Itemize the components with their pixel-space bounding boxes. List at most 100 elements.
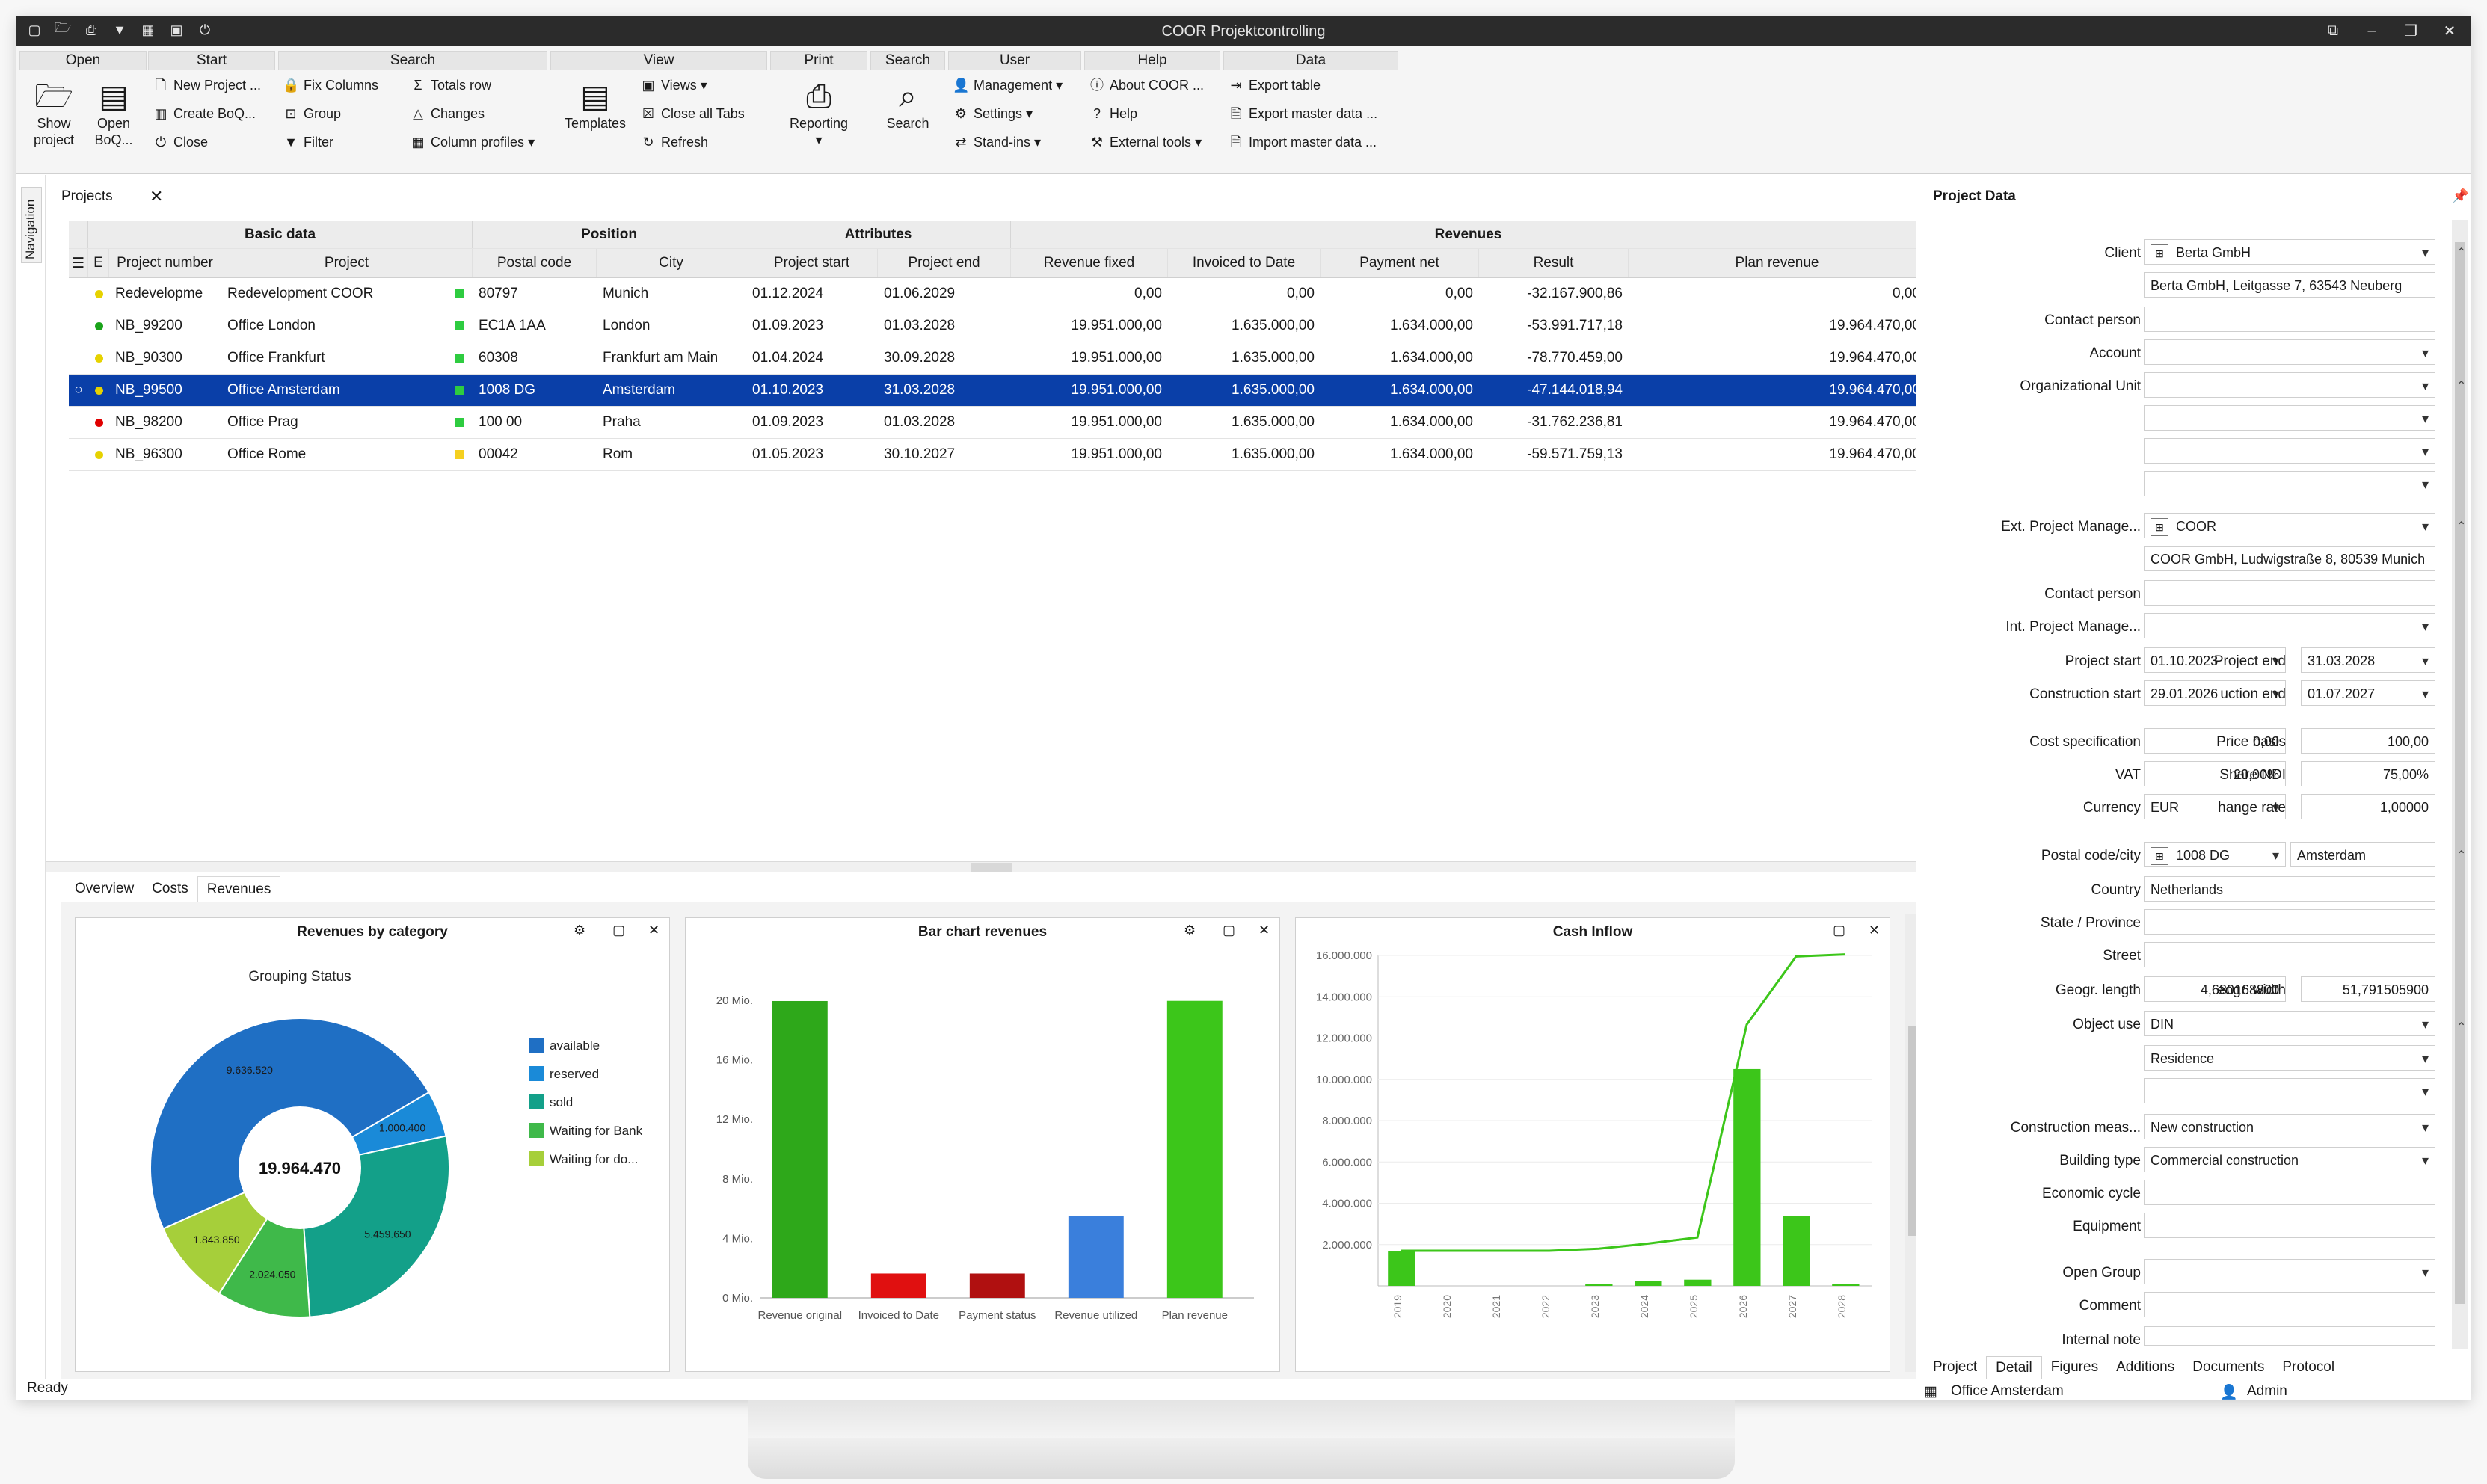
cost-specification-field[interactable]: 0,00 bbox=[2144, 728, 2286, 754]
tab-detail[interactable]: Detail bbox=[1986, 1356, 2042, 1379]
table-row[interactable]: NB_98200 Office Prag 100 00 Praha 01.09.2023… bbox=[69, 407, 1926, 439]
street-field[interactable] bbox=[2144, 942, 2435, 967]
views-button[interactable]: ▣ Views ▾ bbox=[640, 76, 707, 94]
col-header-city[interactable]: City bbox=[597, 249, 746, 277]
maximize-icon[interactable]: ❐ bbox=[2404, 22, 2417, 40]
gear-icon[interactable]: ⚙ bbox=[1184, 923, 1196, 937]
filter-icon[interactable]: ▼ bbox=[113, 22, 126, 37]
project-start-field[interactable]: 01.10.2023 bbox=[2144, 647, 2286, 673]
changes-button[interactable]: △ Changes bbox=[410, 105, 485, 123]
tab-additions[interactable]: Additions bbox=[2116, 1359, 2175, 1375]
table-row[interactable]: NB_90300 Office Frankfurt 60308 Frankfurt a… bbox=[69, 342, 1926, 375]
print-icon[interactable]: ⎙ bbox=[85, 22, 97, 37]
collapse-icon[interactable]: ⌃ bbox=[2456, 849, 2467, 862]
close-icon[interactable]: ✕ bbox=[1869, 923, 1881, 937]
organizational-unit-select-2[interactable] bbox=[2144, 405, 2435, 431]
collapse-icon[interactable]: ⌃ bbox=[2456, 380, 2467, 392]
state-province-field[interactable] bbox=[2144, 909, 2435, 935]
col-header-project-number[interactable]: Project number bbox=[109, 249, 221, 277]
collapse-icon[interactable]: ⌃ bbox=[2456, 1021, 2467, 1034]
col-header-project-start[interactable]: Project start bbox=[746, 249, 878, 277]
table-row[interactable]: NB_96300 Office Rome 00042 Rom 01.05.2023 30.… bbox=[69, 439, 1926, 471]
grid-icon[interactable]: ▦ bbox=[141, 22, 155, 37]
group-button[interactable]: ⊡ Group bbox=[283, 105, 341, 123]
help-button[interactable]: ? Help bbox=[1089, 105, 1137, 123]
tab-protocol[interactable]: Protocol bbox=[2282, 1359, 2335, 1375]
window-icon[interactable]: ▢ bbox=[28, 22, 41, 37]
search-button[interactable]: ⌕ Search bbox=[878, 78, 938, 132]
create-boq-button[interactable]: ▥ Create BoQ... bbox=[153, 105, 256, 123]
object-use-subselect[interactable]: Residence bbox=[2144, 1045, 2435, 1071]
col-header-plan-revenue[interactable]: Plan revenue bbox=[1629, 249, 1926, 277]
stand-ins-button[interactable]: ⇄ Stand-ins ▾ bbox=[953, 133, 1041, 151]
table-row[interactable]: NB_99200 Office London EC1A 1AA London 01.09… bbox=[69, 310, 1926, 342]
organizational-unit-select-3[interactable] bbox=[2144, 438, 2435, 464]
about-button[interactable]: ⓘ About COOR ... bbox=[1090, 78, 1205, 93]
organizational-unit-select-4[interactable] bbox=[2144, 471, 2435, 496]
reporting-button[interactable]: ⎙ Reporting ▾ bbox=[776, 78, 861, 148]
tab-figures[interactable]: Figures bbox=[2050, 1359, 2099, 1375]
refresh-button[interactable]: ↻ Refresh bbox=[640, 133, 708, 151]
column-profiles-button[interactable]: ▦ Column profiles ▾ bbox=[410, 133, 535, 151]
fix-columns-button[interactable]: 🔒 Fix Columns bbox=[283, 78, 379, 93]
navigation-tab[interactable]: Navigation bbox=[21, 187, 42, 263]
lookup-icon[interactable]: ⊞ bbox=[2151, 518, 2168, 537]
close-all-tabs-button[interactable]: ☒ Close all Tabs bbox=[640, 105, 745, 123]
tab-project[interactable]: Project bbox=[1933, 1359, 1978, 1375]
account-select[interactable] bbox=[2144, 339, 2435, 365]
close-tab-icon[interactable]: ✕ bbox=[150, 187, 164, 206]
object-use-subselect-2[interactable] bbox=[2144, 1078, 2435, 1103]
tab-revenues[interactable]: Revenues bbox=[197, 876, 281, 902]
import-master-data-button[interactable]: 🗎 Import master data ... bbox=[1228, 133, 1377, 151]
maximize-icon[interactable]: ▢ bbox=[612, 923, 626, 937]
show-project-button[interactable]: 🗁 Show project bbox=[24, 78, 84, 148]
geo-length-field[interactable]: 4,680168800 bbox=[2144, 976, 2286, 1002]
power-icon[interactable]: ⏻ bbox=[199, 22, 211, 37]
postal-code-select[interactable]: ⊞ 1008 DG bbox=[2144, 842, 2286, 867]
col-header-revenue-fixed[interactable]: Revenue fixed bbox=[1011, 249, 1168, 277]
construction-end-field[interactable]: 01.07.2027 bbox=[2301, 680, 2435, 706]
internal-note-field[interactable] bbox=[2144, 1326, 2435, 1346]
column-chooser-icon[interactable]: ☰ bbox=[69, 249, 88, 277]
price-basis-field[interactable]: 100,00 bbox=[2301, 728, 2435, 754]
currency-select[interactable]: EUR bbox=[2144, 794, 2286, 819]
minimize-icon[interactable]: – bbox=[2367, 22, 2376, 39]
close-icon[interactable]: ✕ bbox=[648, 923, 660, 937]
close-icon[interactable]: ✕ bbox=[2443, 22, 2456, 40]
templates-button[interactable]: ▤ Templates bbox=[558, 78, 633, 132]
table-row[interactable]: ○ NB_99500 Office Amsterdam 1008 DG Amsterda… bbox=[69, 375, 1926, 407]
splitter-grip[interactable] bbox=[971, 863, 1012, 872]
gear-icon[interactable]: ⚙ bbox=[574, 923, 586, 937]
tab-costs[interactable]: Costs bbox=[152, 881, 188, 896]
close-icon[interactable]: ✕ bbox=[1258, 923, 1270, 937]
folder-open-icon[interactable]: 🗁 bbox=[54, 20, 72, 35]
exchange-rate-field[interactable]: 1,00000 bbox=[2301, 794, 2435, 819]
project-data-scrollbar[interactable] bbox=[2452, 220, 2468, 1349]
share-ndi-field[interactable]: 75,00% bbox=[2301, 761, 2435, 786]
lookup-icon[interactable]: ⊞ bbox=[2151, 847, 2168, 866]
economic-cycle-field[interactable] bbox=[2144, 1180, 2435, 1205]
col-header-e[interactable]: E bbox=[88, 249, 109, 277]
open-group-select[interactable] bbox=[2144, 1259, 2435, 1284]
vat-field[interactable]: 20,00% bbox=[2144, 761, 2286, 786]
totals-row-button[interactable]: Σ Totals row bbox=[410, 76, 491, 94]
int-project-manager-select[interactable] bbox=[2144, 613, 2435, 638]
project-end-field[interactable]: 31.03.2028 bbox=[2301, 647, 2435, 673]
comment-field[interactable] bbox=[2144, 1292, 2435, 1317]
filter-button[interactable]: ▼ Filter bbox=[283, 133, 333, 151]
panel-splitter[interactable] bbox=[46, 861, 1926, 872]
building-type-select[interactable]: Commercial construction bbox=[2144, 1147, 2435, 1172]
table-row[interactable]: Redevelopme Redevelopment COOR 80797 Munich… bbox=[69, 278, 1926, 310]
collapse-icon[interactable]: ⌃ bbox=[2456, 520, 2467, 533]
client-address-field[interactable]: Berta GmbH, Leitgasse 7, 63543 Neuberg bbox=[2144, 272, 2435, 298]
object-use-select[interactable]: DIN bbox=[2144, 1011, 2435, 1036]
maximize-icon[interactable]: ▢ bbox=[1223, 923, 1236, 937]
col-header-payment-net[interactable]: Payment net bbox=[1321, 249, 1479, 277]
col-header-project-end[interactable]: Project end bbox=[878, 249, 1011, 277]
organizational-unit-select-1[interactable] bbox=[2144, 372, 2435, 398]
projects-doc-tab[interactable]: Projects ✕ bbox=[61, 184, 181, 209]
restore-layout-icon[interactable]: ⧉ bbox=[2327, 22, 2339, 39]
external-tools-button[interactable]: ⚒ External tools ▾ bbox=[1089, 133, 1202, 151]
tab-documents[interactable]: Documents bbox=[2192, 1359, 2265, 1375]
export-table-button[interactable]: ⇥ Export table bbox=[1228, 76, 1321, 94]
